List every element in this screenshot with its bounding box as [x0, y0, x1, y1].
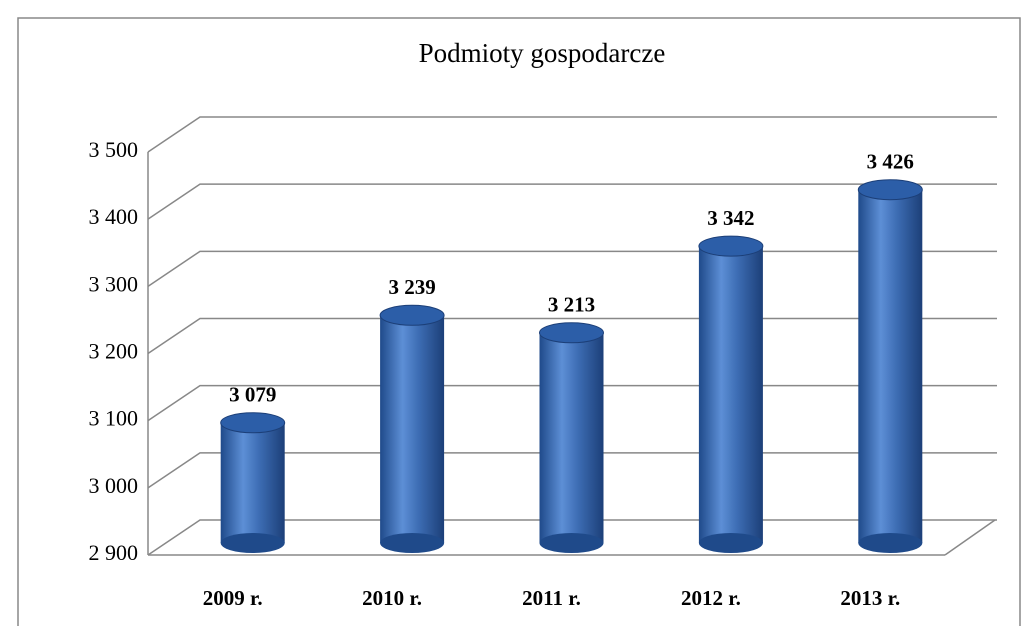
grid-line [147, 116, 997, 153]
y-tick-label: 2 900 [89, 540, 139, 565]
y-tick-label: 3 400 [89, 204, 139, 229]
bar [698, 235, 764, 553]
data-label: 3 342 [707, 206, 754, 230]
bar-base [539, 533, 604, 553]
x-tick-label: 2013 r. [840, 586, 900, 610]
bar-base [698, 533, 763, 553]
x-tick-label: 2010 r. [362, 586, 422, 610]
bar-top [698, 235, 764, 257]
x-tick-label: 2011 r. [522, 586, 581, 610]
bar-body [539, 332, 604, 543]
bar-base [220, 533, 285, 553]
data-label: 3 239 [388, 275, 435, 299]
bar-body [380, 315, 445, 543]
y-tick-label: 3 300 [89, 271, 139, 296]
y-tick-label: 3 000 [89, 473, 139, 498]
data-label: 3 426 [867, 150, 914, 174]
y-tick-label: 3 500 [89, 137, 139, 162]
bar-top [220, 412, 286, 434]
floor-edge [944, 519, 996, 556]
bar [539, 322, 604, 553]
chart-title: Podmioty gospodarcze [419, 38, 666, 68]
bar [857, 179, 923, 553]
chart-frame [17, 17, 1021, 626]
bar-top [379, 304, 445, 326]
bar [379, 304, 445, 553]
bar [220, 412, 286, 553]
bar-body [858, 189, 923, 543]
grid-line [147, 183, 997, 220]
y-tick-label: 3 100 [89, 406, 139, 431]
bar-top [539, 322, 604, 344]
bar-base [380, 533, 445, 553]
y-tick-label: 3 200 [89, 339, 139, 364]
bar-body [220, 422, 285, 543]
bar-base [858, 533, 923, 553]
bar-top [857, 179, 923, 201]
data-label: 3 079 [229, 383, 276, 407]
data-label: 3 213 [548, 293, 595, 317]
x-tick-label: 2009 r. [203, 586, 263, 610]
x-tick-label: 2012 r. [681, 586, 741, 610]
bar-body [698, 246, 763, 543]
